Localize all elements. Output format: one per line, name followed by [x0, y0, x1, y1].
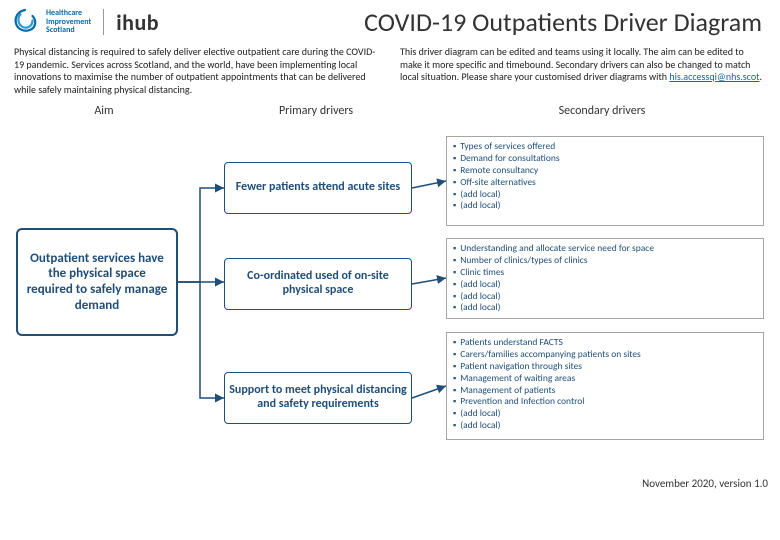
secondary-item: Number of clinics/types of clinics	[453, 255, 757, 267]
intro-row: Physical distancing is required to safel…	[0, 40, 780, 102]
secondary-item: (add local)	[453, 420, 757, 432]
logo-area: Healthcare Improvement Scotland ihub	[10, 7, 159, 37]
header: Healthcare Improvement Scotland ihub COV…	[0, 0, 780, 40]
logo-text: Healthcare Improvement Scotland	[46, 9, 91, 34]
logo-divider	[103, 9, 104, 35]
footer-version: November 2020, version 1.0	[642, 477, 768, 490]
aim-box: Outpatient services have the physical sp…	[16, 228, 178, 336]
secondary-driver-1: Types of services offeredDemand for cons…	[446, 136, 764, 226]
secondary-item: Clinic times	[453, 267, 757, 279]
intro-email-link[interactable]: his.accessqi@nhs.scot	[669, 70, 759, 83]
ihub-logo-text: ihub	[116, 9, 159, 36]
secondary-driver-2: Understanding and allocate service need …	[446, 238, 764, 319]
secondary-item: Demand for consultations	[453, 153, 757, 165]
secondary-item: (add local)	[453, 200, 757, 212]
secondary-item: Management of waiting areas	[453, 373, 757, 385]
col-secondary: Secondary drivers	[438, 104, 766, 118]
intro-left: Physical distancing is required to safel…	[14, 46, 380, 96]
logo-line-3: Scotland	[46, 26, 91, 34]
col-aim: Aim	[14, 104, 194, 118]
primary-driver-1: Fewer patients attend acute sites	[224, 162, 412, 214]
his-logo-icon	[10, 7, 40, 37]
page-title: COVID-19 Outpatients Driver Diagram	[159, 6, 770, 38]
secondary-item: Patient navigation through sites	[453, 361, 757, 373]
primary-driver-3: Support to meet physical distancing and …	[224, 372, 412, 424]
column-headers: Aim Primary drivers Secondary drivers	[0, 102, 780, 122]
secondary-item: (add local)	[453, 302, 757, 314]
secondary-driver-3: Patients understand FACTSCarers/families…	[446, 332, 764, 440]
primary-driver-2: Co-ordinated used of on-site physical sp…	[224, 258, 412, 310]
col-primary: Primary drivers	[194, 104, 438, 118]
secondary-item: Off-site alternatives	[453, 177, 757, 189]
secondary-item: Remote consultancy	[453, 165, 757, 177]
intro-right: This driver diagram can be edited and te…	[400, 46, 766, 96]
secondary-item: Carers/families accompanying patients on…	[453, 349, 757, 361]
secondary-item: (add local)	[453, 279, 757, 291]
intro-right-suffix: .	[759, 70, 762, 83]
diagram-area: Outpatient services have the physical sp…	[0, 122, 780, 494]
